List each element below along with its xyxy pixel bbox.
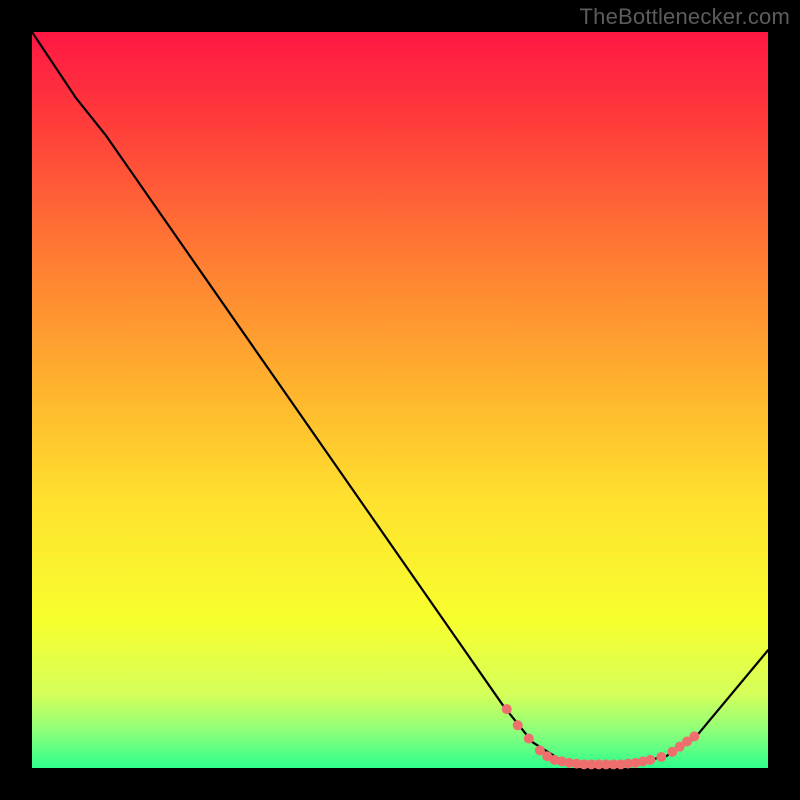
chart-marker bbox=[502, 704, 512, 714]
chart-marker bbox=[524, 734, 534, 744]
chart-marker bbox=[645, 755, 655, 765]
watermark-label: TheBottlenecker.com bbox=[580, 4, 790, 30]
chart-marker bbox=[689, 731, 699, 741]
bottleneck-chart bbox=[0, 0, 800, 800]
chart-marker bbox=[656, 752, 666, 762]
chart-background bbox=[32, 32, 768, 768]
chart-marker bbox=[513, 720, 523, 730]
